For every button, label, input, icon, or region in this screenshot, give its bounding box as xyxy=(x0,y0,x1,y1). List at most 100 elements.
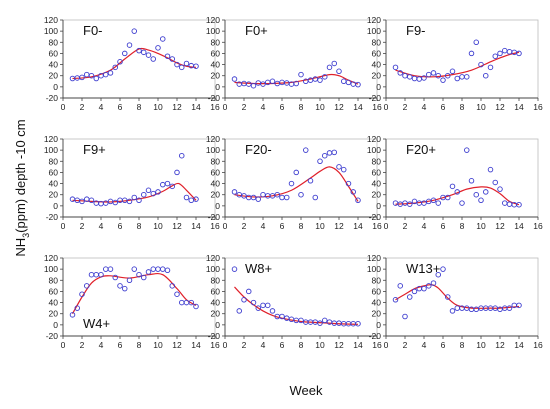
data-point xyxy=(487,64,494,71)
data-point xyxy=(69,312,76,318)
data-point xyxy=(164,53,171,59)
data-point xyxy=(102,266,109,272)
panel-label: W13+ xyxy=(406,261,440,276)
x-tick-label: 4 xyxy=(422,221,427,231)
data-point xyxy=(411,288,418,295)
data-point xyxy=(298,191,304,198)
fit-curve xyxy=(72,47,197,80)
data-point xyxy=(93,271,99,278)
data-point xyxy=(126,42,133,48)
x-tick-label: 16 xyxy=(210,221,220,231)
y-tick-label: -20 xyxy=(208,212,221,222)
fit-curve xyxy=(234,286,359,325)
x-tick-label: 14 xyxy=(353,221,363,231)
x-tick-label: 16 xyxy=(372,102,382,112)
data-point xyxy=(178,299,185,306)
data-point xyxy=(93,75,99,82)
x-tick-label: 4 xyxy=(261,102,266,112)
data-point xyxy=(459,200,465,206)
data-point xyxy=(188,197,194,204)
data-point xyxy=(502,47,508,54)
data-point xyxy=(136,47,142,54)
data-point xyxy=(112,64,118,71)
x-tick-label: 12 xyxy=(172,221,182,231)
data-point xyxy=(131,266,137,272)
x-tick-label: 0 xyxy=(61,340,66,350)
data-point xyxy=(411,198,418,205)
x-tick-label: 2 xyxy=(242,102,247,112)
data-point xyxy=(183,60,190,67)
data-point xyxy=(193,196,199,202)
data-point xyxy=(355,81,361,88)
data-point xyxy=(183,299,190,306)
data-point xyxy=(355,197,361,204)
data-point xyxy=(140,274,147,281)
data-point xyxy=(131,194,137,201)
data-point xyxy=(88,72,95,79)
y-tick-label: 100 xyxy=(367,264,381,274)
y-tick-label: -20 xyxy=(46,212,59,222)
data-point xyxy=(269,78,276,85)
y-tick-label: 100 xyxy=(44,145,58,155)
data-point xyxy=(464,74,470,80)
y-tick-label: 20 xyxy=(211,190,221,200)
x-tick-label: 16 xyxy=(533,221,543,231)
y-tick-label: 100 xyxy=(367,145,381,155)
x-tick-label: 4 xyxy=(99,102,104,112)
data-point xyxy=(245,81,252,87)
data-point xyxy=(454,305,461,311)
x-tick-label: 8 xyxy=(137,102,142,112)
data-point xyxy=(102,200,109,206)
data-point xyxy=(159,36,166,42)
y-tick-label: 20 xyxy=(49,71,59,81)
y-tick-label: -20 xyxy=(46,93,59,103)
x-tick-label: 14 xyxy=(191,221,201,231)
data-point xyxy=(174,61,180,68)
data-point xyxy=(392,297,399,303)
x-tick-label: 16 xyxy=(210,340,220,350)
y-tick-label: 80 xyxy=(372,275,382,285)
data-point xyxy=(516,201,522,208)
data-point xyxy=(516,302,522,309)
x-tick-label: 4 xyxy=(261,221,266,231)
data-point xyxy=(506,49,513,55)
data-point xyxy=(416,76,423,82)
data-point xyxy=(326,64,333,71)
data-point xyxy=(288,180,295,187)
x-tick-label: 6 xyxy=(441,102,446,112)
panel-label: F9+ xyxy=(83,142,106,157)
x-tick-label: 0 xyxy=(223,102,228,112)
x-tick-label: 16 xyxy=(533,340,543,350)
x-tick-label: 10 xyxy=(153,221,163,231)
data-point xyxy=(178,152,185,159)
data-point xyxy=(150,56,156,62)
y-tick-label: 60 xyxy=(49,48,59,58)
data-point xyxy=(435,72,442,79)
data-point xyxy=(322,317,328,324)
y-tick-label: 40 xyxy=(211,179,221,189)
data-point xyxy=(317,158,323,165)
data-point xyxy=(506,201,513,207)
data-point xyxy=(473,39,480,46)
data-point xyxy=(430,280,437,286)
data-point xyxy=(231,189,238,195)
data-point xyxy=(322,152,328,159)
data-point xyxy=(169,183,175,190)
x-tick-label: 10 xyxy=(315,221,325,231)
x-tick-label: 6 xyxy=(118,340,123,350)
y-tick-label: 40 xyxy=(49,179,59,189)
y-tick-label: 0 xyxy=(215,201,220,211)
y-tick-label: -20 xyxy=(208,331,221,341)
x-tick-label: 14 xyxy=(353,102,363,112)
data-point xyxy=(88,271,95,278)
data-point xyxy=(145,187,152,194)
x-tick-label: 8 xyxy=(299,102,304,112)
data-point xyxy=(145,52,152,58)
data-point xyxy=(483,189,489,195)
panel-label: F0+ xyxy=(245,23,268,38)
